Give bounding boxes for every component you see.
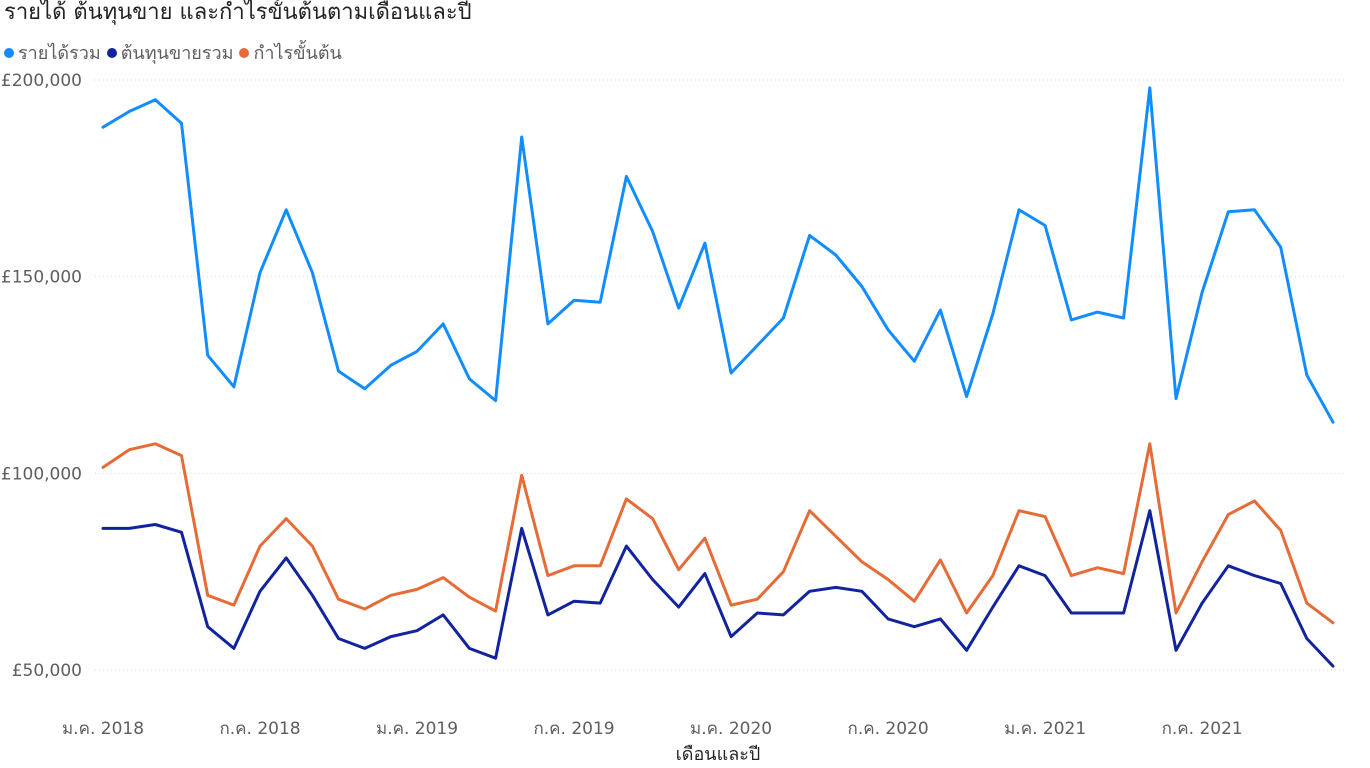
series-line-revenue [101, 86, 1335, 424]
legend-dot-revenue [4, 47, 14, 58]
chart-title: รายได้ ต้นทุนขาย และกำไรขั้นต้นตามเดือนแ… [4, 0, 472, 25]
y-tick-label: £50,000 [12, 661, 82, 681]
y-tick-label: £100,000 [1, 464, 82, 484]
x-tick-label: ก.ค. 2021 [1162, 719, 1243, 739]
legend-item-gross-profit[interactable]: กำไรขั้นต้น [239, 38, 342, 67]
legend-label-revenue: รายได้รวม [18, 43, 101, 64]
y-tick-label: £200,000 [1, 71, 82, 91]
legend-label-gross-profit: กำไรขั้นต้น [253, 43, 342, 64]
legend-item-cogs[interactable]: ต้นทุนขายรวม [106, 38, 234, 67]
legend-item-revenue[interactable]: รายได้รวม [4, 38, 101, 67]
legend-dot-gross-profit [239, 47, 250, 58]
series-line-cogs [101, 509, 1335, 668]
chart-legend: รายได้รวม ต้นทุนขายรวม กำไรขั้นต้น [4, 38, 348, 67]
x-tick-label: ม.ค. 2020 [690, 719, 772, 739]
x-tick-label: ก.ค. 2020 [848, 719, 929, 739]
series-line-gross-profit [101, 442, 1335, 625]
legend-dot-cogs [106, 47, 117, 58]
y-tick-label: £150,000 [1, 268, 82, 288]
legend-label-cogs: ต้นทุนขายรวม [120, 43, 234, 64]
x-tick-label: ม.ค. 2018 [62, 719, 144, 739]
x-tick-label: ม.ค. 2021 [1004, 719, 1086, 739]
x-tick-label: ก.ค. 2018 [219, 719, 300, 739]
x-axis-title: เดือนและปี [676, 744, 761, 765]
x-tick-label: ม.ค. 2019 [376, 719, 458, 739]
x-tick-label: ก.ค. 2019 [533, 719, 614, 739]
